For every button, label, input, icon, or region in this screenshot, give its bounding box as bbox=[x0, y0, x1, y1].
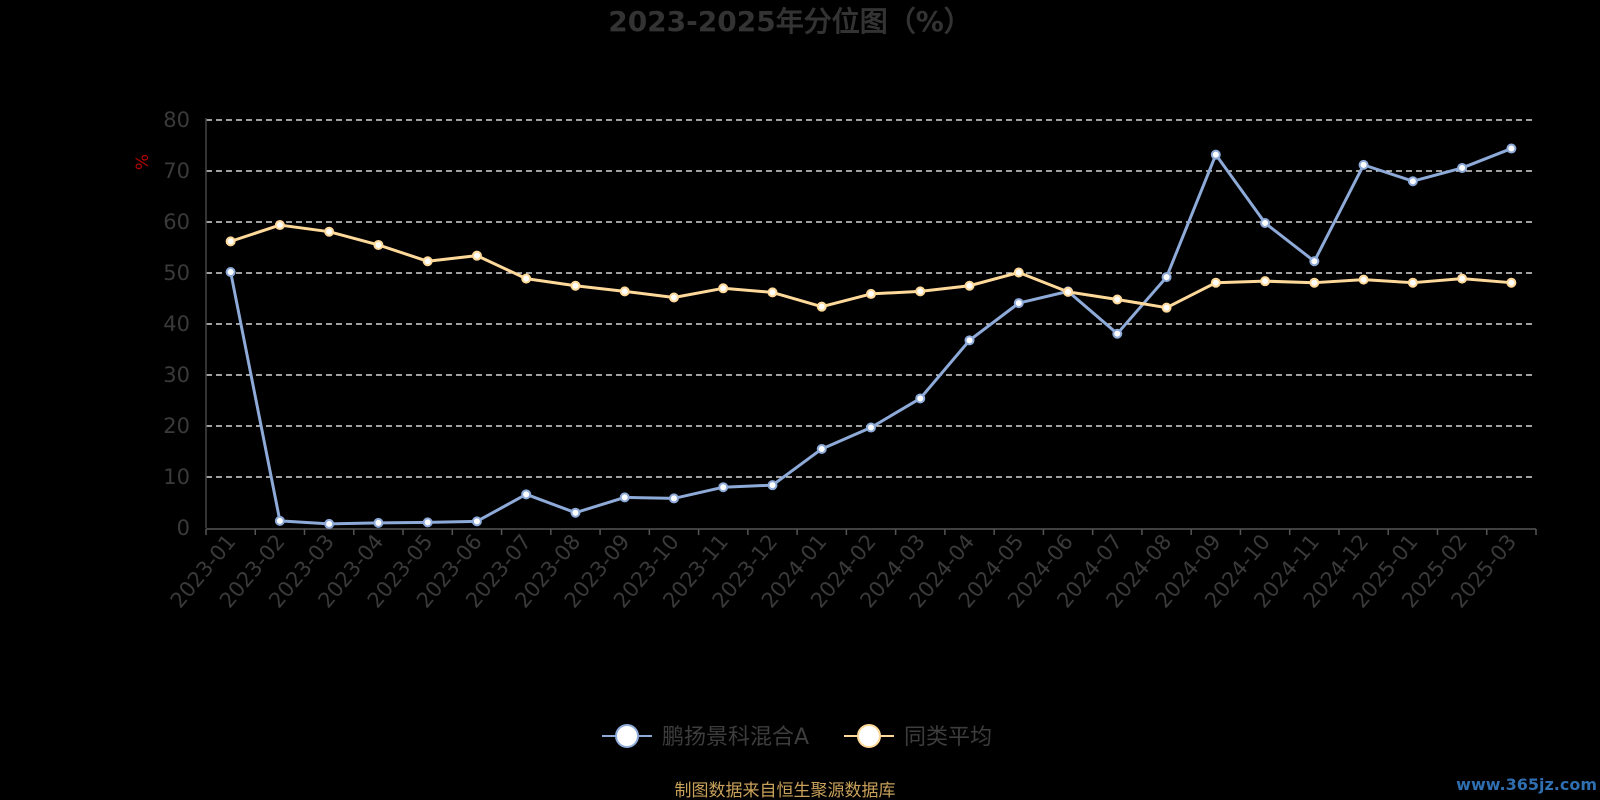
axes: 010203040506070802023-012023-022023-0320… bbox=[163, 108, 1537, 612]
y-tick-label: 30 bbox=[163, 363, 190, 387]
series-line-0 bbox=[229, 147, 1512, 526]
legend-item-0[interactable]: 鹏扬景科混合A bbox=[602, 724, 809, 750]
data-point[interactable] bbox=[1210, 277, 1221, 288]
data-point[interactable] bbox=[1112, 294, 1123, 305]
data-point[interactable] bbox=[570, 507, 581, 518]
data-point[interactable] bbox=[816, 301, 827, 312]
watermark: www.365jz.com bbox=[1456, 775, 1597, 794]
data-point[interactable] bbox=[767, 480, 778, 491]
data-point[interactable] bbox=[964, 335, 975, 346]
data-point[interactable] bbox=[1309, 277, 1320, 288]
data-point[interactable] bbox=[668, 292, 679, 303]
data-point[interactable] bbox=[471, 250, 482, 261]
legend[interactable]: 鹏扬景科混合A 同类平均 bbox=[602, 724, 992, 750]
y-tick-label: 0 bbox=[177, 516, 190, 540]
data-point[interactable] bbox=[274, 220, 285, 231]
data-point[interactable] bbox=[1063, 286, 1074, 297]
data-point[interactable] bbox=[373, 239, 384, 250]
y-tick-label: 70 bbox=[163, 159, 190, 183]
data-point[interactable] bbox=[274, 515, 285, 526]
data-point[interactable] bbox=[225, 266, 236, 277]
data-point[interactable] bbox=[422, 256, 433, 267]
data-point[interactable] bbox=[422, 517, 433, 528]
legend-label: 鹏扬景科混合A bbox=[662, 725, 809, 750]
legend-marker bbox=[615, 724, 639, 748]
chart-title: 2023-2025年分位图（%） bbox=[608, 5, 972, 38]
data-point[interactable] bbox=[866, 288, 876, 299]
y-axis-unit: % bbox=[133, 154, 153, 170]
data-point[interactable] bbox=[1457, 273, 1468, 284]
data-point[interactable] bbox=[1260, 276, 1271, 287]
data-point[interactable] bbox=[225, 236, 236, 247]
data-source-note: 制图数据来自恒生聚源数据库 bbox=[675, 781, 896, 800]
data-point[interactable] bbox=[1358, 274, 1369, 285]
data-point[interactable] bbox=[521, 489, 532, 500]
data-point[interactable] bbox=[619, 492, 630, 503]
y-tick-label: 60 bbox=[163, 210, 190, 234]
data-point[interactable] bbox=[1506, 277, 1517, 288]
data-point[interactable] bbox=[964, 280, 975, 291]
data-point[interactable] bbox=[570, 280, 581, 291]
data-point[interactable] bbox=[324, 518, 335, 529]
y-tick-label: 50 bbox=[163, 261, 190, 285]
data-point[interactable] bbox=[324, 226, 335, 237]
data-point[interactable] bbox=[471, 516, 482, 527]
data-point[interactable] bbox=[521, 273, 532, 284]
data-point[interactable] bbox=[767, 287, 778, 298]
data-point[interactable] bbox=[816, 443, 827, 454]
y-tick-label: 20 bbox=[163, 414, 190, 438]
data-point[interactable] bbox=[1358, 159, 1369, 170]
data-point[interactable] bbox=[915, 286, 926, 297]
data-point[interactable] bbox=[915, 393, 926, 404]
data-point[interactable] bbox=[1457, 162, 1468, 173]
data-point[interactable] bbox=[718, 482, 729, 493]
data-point[interactable] bbox=[1161, 272, 1172, 283]
data-point[interactable] bbox=[1013, 298, 1024, 309]
series-lines bbox=[225, 143, 1517, 529]
data-point[interactable] bbox=[1161, 302, 1172, 313]
data-point[interactable] bbox=[1407, 277, 1418, 288]
y-tick-label: 80 bbox=[163, 108, 190, 132]
data-point[interactable] bbox=[1210, 149, 1221, 160]
y-tick-label: 10 bbox=[163, 465, 190, 489]
legend-item-1[interactable]: 同类平均 bbox=[844, 724, 992, 750]
data-point[interactable] bbox=[1309, 256, 1320, 267]
y-tick-label: 40 bbox=[163, 312, 190, 336]
data-point[interactable] bbox=[1112, 328, 1123, 339]
data-point[interactable] bbox=[619, 286, 630, 297]
data-point[interactable] bbox=[1013, 267, 1024, 278]
legend-label: 同类平均 bbox=[904, 725, 992, 750]
data-point[interactable] bbox=[718, 283, 729, 294]
data-point[interactable] bbox=[1407, 176, 1418, 187]
data-point[interactable] bbox=[373, 517, 384, 528]
data-point[interactable] bbox=[1506, 143, 1517, 154]
data-point[interactable] bbox=[668, 493, 679, 504]
data-point[interactable] bbox=[866, 422, 876, 433]
data-point[interactable] bbox=[1260, 218, 1271, 229]
legend-marker bbox=[857, 724, 881, 748]
